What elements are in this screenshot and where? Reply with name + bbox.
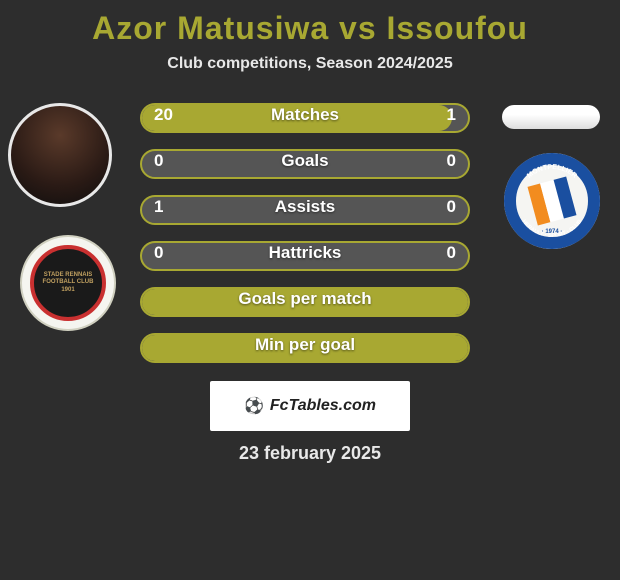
stat-value-right: 0 <box>447 197 456 217</box>
stat-value-right: 1 <box>447 105 456 125</box>
stat-value-left: 0 <box>154 243 163 263</box>
club-left-line1: STADE RENNAIS <box>44 272 93 279</box>
stats-container: Matches201Goals00Assists10Hattricks00Goa… <box>140 103 470 363</box>
stat-value-left: 1 <box>154 197 163 217</box>
comparison-card: Azor Matusiwa vs Issoufou Club competiti… <box>0 0 620 580</box>
stat-row: Goals 0 0 <box>140 149 470 179</box>
stat-label: Assists <box>275 197 335 217</box>
bar-track: Goals per match <box>140 287 470 317</box>
stat-row: Min per goal <box>140 333 470 363</box>
bar-track: Hattricks 0 0 <box>140 241 470 271</box>
club-left-inner: STADE RENNAIS FOOTBALL CLUB 1901 <box>30 245 106 321</box>
stat-label: Hattricks <box>269 243 342 263</box>
stat-row: Assists 1 0 <box>140 195 470 225</box>
badge-year: · 1974 · <box>542 229 563 235</box>
stat-row: Goals per match <box>140 287 470 317</box>
player-right-avatar <box>502 105 600 129</box>
brand-icon: ⚽ <box>244 396 264 416</box>
brand-text: FcTables.com <box>270 397 376 415</box>
stat-label: Min per goal <box>255 335 355 355</box>
stat-row: Matches 20 1 <box>140 103 470 133</box>
bar-track: Goals 0 0 <box>140 149 470 179</box>
stat-value-left: 20 <box>154 105 173 125</box>
club-left-badge: STADE RENNAIS FOOTBALL CLUB 1901 <box>20 235 116 331</box>
stat-row: Hattricks 0 0 <box>140 241 470 271</box>
stat-label: Goals per match <box>238 289 371 309</box>
date-line: 23 february 2025 <box>0 443 620 464</box>
bar-track: Assists 1 0 <box>140 195 470 225</box>
brand-box[interactable]: ⚽ FcTables.com <box>210 381 410 431</box>
club-right-badge: MONTPELLIER HERAULT · SPORT · CLUB · 197… <box>502 151 602 251</box>
club-left-line2: FOOTBALL CLUB <box>43 279 94 286</box>
stat-value-left: 0 <box>154 151 163 171</box>
stat-label: Matches <box>271 105 339 125</box>
page-title: Azor Matusiwa vs Issoufou <box>0 10 620 47</box>
bar-track: Min per goal <box>140 333 470 363</box>
subtitle: Club competitions, Season 2024/2025 <box>0 55 620 73</box>
bar-track: Matches 20 1 <box>140 103 470 133</box>
stat-value-right: 0 <box>447 151 456 171</box>
stat-value-right: 0 <box>447 243 456 263</box>
stat-label: Goals <box>281 151 328 171</box>
main-area: STADE RENNAIS FOOTBALL CLUB 1901 <box>0 103 620 363</box>
player-left-avatar <box>8 103 112 207</box>
montpellier-badge-svg: MONTPELLIER HERAULT · SPORT · CLUB · 197… <box>502 151 602 251</box>
club-left-year: 1901 <box>61 287 74 294</box>
